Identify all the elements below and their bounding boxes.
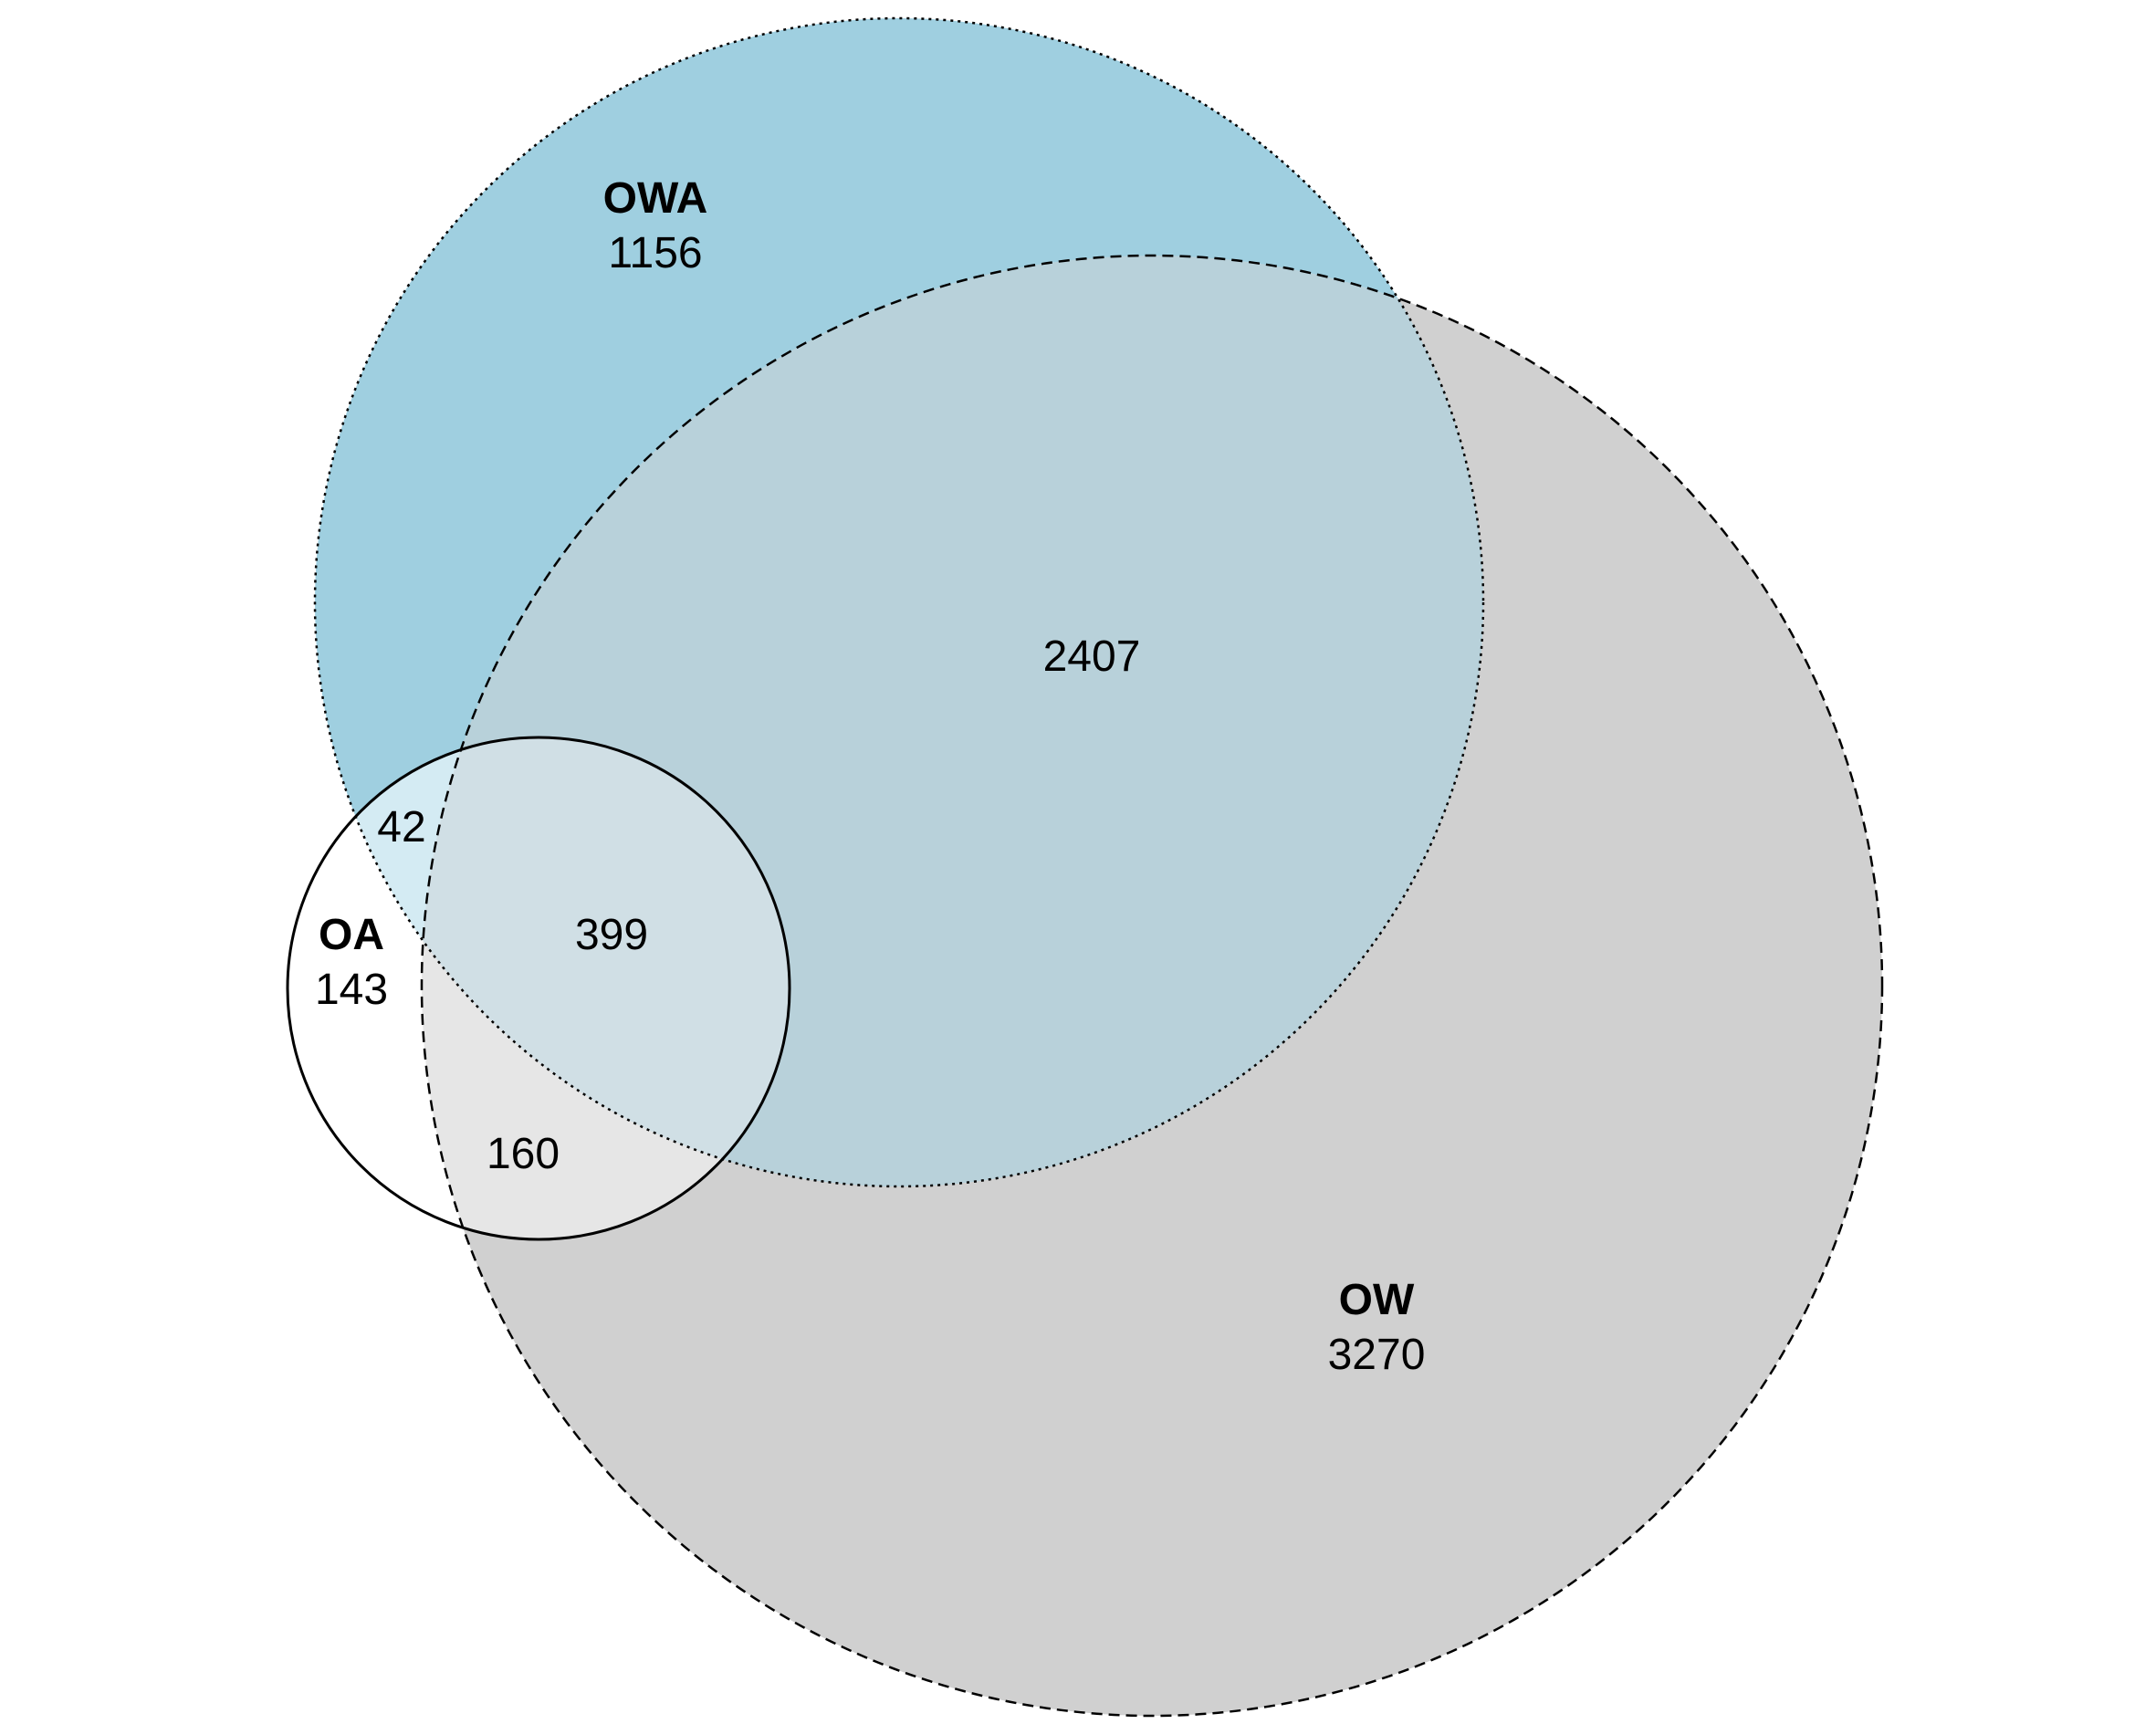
owa-oa-count: 42	[377, 803, 425, 852]
owa-outline	[313, 16, 1485, 1188]
owa-ow-count: 2407	[1043, 632, 1141, 681]
owa-only-count: 1156	[608, 229, 702, 277]
ow-set-name: OW	[1339, 1276, 1415, 1324]
owa-set-name: OWA	[603, 174, 708, 223]
oa-set-name: OA	[319, 911, 384, 959]
owa-ow-oa-count: 399	[575, 911, 648, 959]
oa-only-count: 143	[315, 966, 388, 1014]
ow-only-count: 3270	[1328, 1331, 1426, 1379]
ow-outline	[420, 254, 1884, 1718]
ow-oa-count: 160	[487, 1130, 560, 1178]
owa-ow-overlap	[422, 256, 1483, 1186]
oa-outline	[286, 736, 791, 1241]
